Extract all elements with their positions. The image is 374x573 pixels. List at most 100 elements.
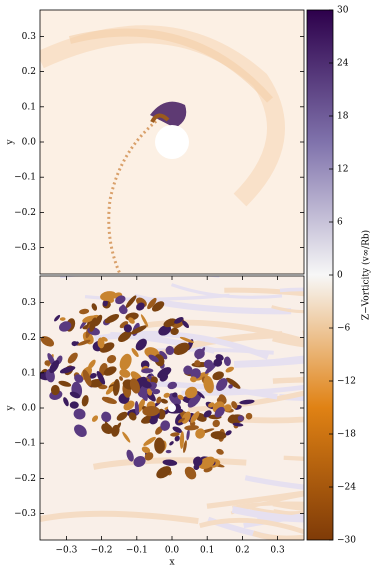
- vortex: [44, 360, 51, 366]
- vortex: [237, 415, 244, 422]
- wake: [244, 475, 304, 490]
- vortex: [196, 390, 205, 399]
- vortex: [172, 392, 178, 398]
- vortex: [160, 398, 168, 404]
- vortex: [184, 425, 199, 431]
- vortex: [119, 376, 124, 381]
- wake: [233, 356, 304, 368]
- vortex: [184, 386, 198, 399]
- vortex: [208, 402, 215, 408]
- vortex: [141, 446, 151, 454]
- wake: [239, 416, 304, 424]
- vortex: [225, 366, 234, 373]
- vortex: [137, 387, 148, 398]
- y-tick-label: 0.0: [22, 404, 37, 414]
- vortex: [144, 347, 160, 359]
- vortex: [232, 422, 244, 427]
- wake: [271, 305, 304, 314]
- vortex: [82, 369, 92, 387]
- colorbar-tick-label: 12: [337, 165, 348, 175]
- vortex: [152, 388, 161, 395]
- vortex: [213, 358, 223, 367]
- vortex: [101, 411, 112, 423]
- vortex: [128, 412, 137, 421]
- wake: [40, 25, 285, 207]
- vortex: [122, 431, 131, 443]
- vortex: [197, 347, 206, 360]
- vortex: [59, 321, 72, 332]
- y-tick-label: 0.1: [22, 102, 36, 112]
- vortex: [148, 354, 159, 363]
- vortex: [159, 350, 168, 360]
- vortex: [73, 408, 86, 420]
- wake: [272, 334, 304, 348]
- vortex: [69, 401, 79, 409]
- wake: [272, 500, 304, 512]
- y-tick-label: 0.3: [22, 32, 37, 42]
- vortex: [97, 337, 105, 349]
- vortex: [133, 455, 146, 468]
- vortex: [182, 320, 190, 329]
- colorbar-tick-label: 6: [337, 218, 343, 228]
- x-tick-label: 0.2: [235, 546, 249, 556]
- vortex: [172, 426, 182, 434]
- vortex: [140, 314, 149, 327]
- vortex: [170, 432, 180, 437]
- y-tick-label: −0.2: [14, 474, 36, 484]
- wake: [40, 510, 199, 525]
- wake: [133, 293, 292, 315]
- vortex: [163, 318, 177, 328]
- wake: [283, 455, 304, 462]
- vortex: [100, 291, 117, 301]
- x-tick-label: 0.1: [200, 546, 214, 556]
- vortex: [216, 378, 228, 392]
- vortex: [167, 381, 178, 390]
- vortex: [140, 380, 152, 389]
- colorbar-tick-label: 24: [337, 59, 349, 69]
- vortex: [125, 295, 137, 309]
- vortex: [88, 373, 97, 379]
- wake: [272, 377, 304, 384]
- vortex: [231, 401, 238, 409]
- wake: [69, 28, 273, 103]
- y-tick-label: −0.1: [14, 173, 36, 183]
- vortex: [186, 429, 190, 441]
- vortex: [94, 314, 103, 327]
- colorbar-tick-label: 18: [337, 112, 349, 122]
- vortex: [89, 317, 97, 332]
- vortex: [134, 400, 139, 416]
- vortex: [142, 406, 160, 417]
- vortex: [203, 410, 212, 418]
- vortex: [170, 327, 179, 336]
- vortex: [88, 359, 96, 369]
- vortex: [119, 369, 131, 378]
- vortex: [137, 398, 146, 413]
- vortex: [69, 391, 81, 399]
- body: [168, 404, 176, 412]
- wake: [181, 384, 304, 396]
- vortex: [149, 416, 158, 425]
- vortex: [169, 441, 174, 446]
- vortex: [212, 419, 220, 428]
- vortex: [59, 366, 76, 374]
- vortex: [105, 386, 115, 395]
- vortex: [91, 415, 99, 422]
- vortex: [143, 436, 156, 446]
- vortex: [128, 317, 135, 324]
- colorbar-tick-label: −12: [337, 377, 356, 387]
- vortex: [162, 459, 178, 466]
- vortex: [104, 421, 113, 435]
- vortex: [79, 308, 90, 315]
- vortex: [152, 301, 165, 312]
- colorbar-tick-label: −30: [337, 536, 356, 546]
- vortex: [119, 353, 132, 371]
- vortex: [58, 380, 72, 387]
- colorbar-tick-label: −6: [337, 324, 351, 334]
- vortex: [183, 365, 193, 375]
- vortex: [174, 317, 184, 324]
- y-axis-label: y: [6, 405, 16, 412]
- panel-bottom: [40, 276, 304, 540]
- vortex: [203, 375, 214, 394]
- vortex: [163, 392, 170, 398]
- vortex: [210, 431, 227, 440]
